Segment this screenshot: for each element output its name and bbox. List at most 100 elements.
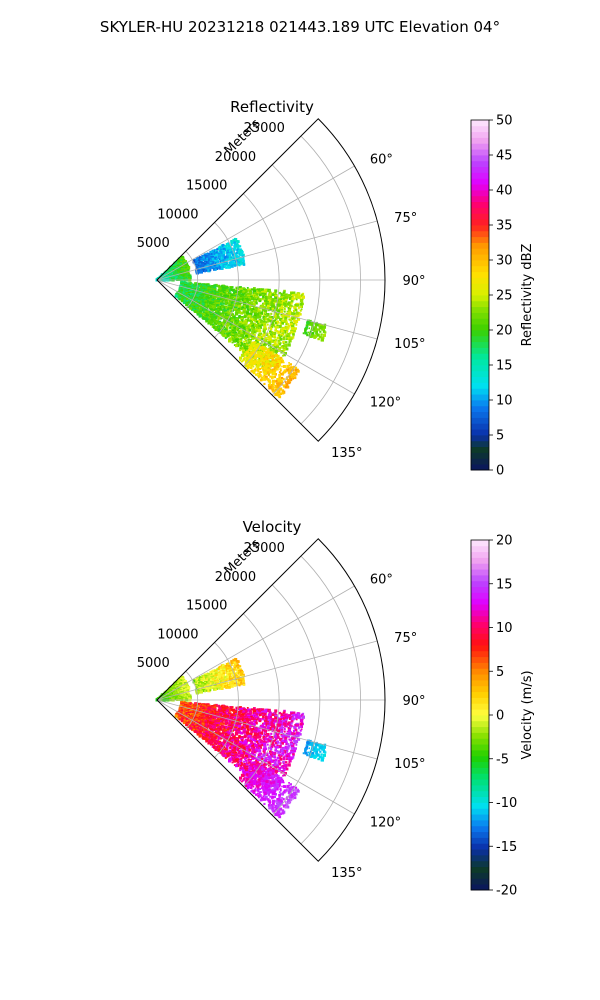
colorbar-segment	[471, 120, 489, 127]
gate-2	[250, 297, 255, 301]
gate-2	[270, 334, 274, 337]
gate-3	[269, 375, 272, 378]
gate-2	[284, 344, 288, 347]
gate-3	[283, 361, 285, 364]
gate-3	[282, 378, 285, 381]
colorbar-segment	[471, 347, 489, 354]
gate-2	[279, 300, 283, 304]
gate-2	[254, 323, 258, 328]
gate-2	[286, 326, 290, 330]
gate-2	[270, 291, 272, 294]
gate-2	[237, 332, 241, 335]
gate-2	[246, 287, 249, 289]
gate-2	[202, 309, 205, 312]
gate-2	[291, 712, 294, 715]
gate-4	[310, 329, 313, 332]
gate-2	[282, 711, 286, 715]
gate-2	[203, 288, 206, 291]
gate-0	[189, 694, 192, 697]
gate-2	[288, 336, 292, 340]
gate-1	[235, 245, 238, 248]
gate-2	[223, 307, 226, 310]
gate-3	[274, 353, 278, 357]
gate-0	[183, 278, 187, 281]
gate-2	[300, 308, 303, 311]
gate-2	[288, 341, 291, 344]
gate-2	[214, 327, 218, 331]
gate-2	[275, 308, 278, 311]
gate-2	[209, 286, 212, 289]
gate-3	[277, 359, 281, 364]
gate-1	[204, 676, 208, 679]
colorbar-tick-label: 25	[496, 289, 513, 304]
gate-2	[290, 323, 293, 326]
gate-2	[219, 300, 223, 303]
gate-1	[220, 248, 223, 251]
gate-3	[279, 381, 282, 384]
gate-3	[263, 349, 266, 353]
gate-2	[187, 288, 190, 291]
gate-1	[238, 670, 240, 672]
gate-2	[225, 294, 229, 298]
gate-4	[319, 330, 322, 333]
gate-1	[225, 686, 228, 689]
gate-3	[281, 376, 284, 379]
gate-2	[205, 283, 208, 287]
gate-2	[258, 356, 262, 361]
gate-2	[190, 297, 194, 301]
gate-1	[199, 267, 203, 271]
gate-1	[202, 258, 205, 261]
gate-3	[270, 384, 274, 387]
gate-2	[205, 295, 208, 298]
gate-3	[281, 391, 285, 395]
gate-3	[257, 355, 260, 358]
gate-2	[286, 330, 288, 333]
colorbar-segment	[471, 405, 489, 413]
gate-3	[253, 344, 256, 348]
colorbar-segment	[471, 265, 489, 273]
gate-2	[264, 296, 268, 300]
gate-1	[223, 664, 226, 667]
gate-2	[290, 330, 294, 334]
gate-3	[265, 351, 269, 355]
gate-1	[238, 250, 240, 252]
colorbar-segment	[471, 306, 489, 313]
gate-2	[283, 297, 286, 301]
gate-2	[290, 302, 293, 305]
gate-1	[214, 256, 218, 260]
gate-2	[231, 294, 234, 297]
gate-2	[216, 322, 219, 325]
gate-1	[214, 688, 217, 691]
gate-3	[271, 357, 274, 360]
gate-4	[306, 333, 309, 337]
gate-1	[202, 256, 206, 260]
colorbar-segment	[471, 137, 489, 144]
gate-2	[248, 302, 252, 306]
gate-2	[237, 341, 240, 344]
gate-2	[204, 291, 208, 295]
colorbar-segment	[471, 312, 489, 319]
gate-2	[266, 304, 270, 308]
gate-2	[280, 335, 283, 337]
colorbar-segment	[471, 382, 489, 389]
gate-2	[178, 289, 181, 292]
gate-1	[217, 672, 220, 675]
gate-2	[269, 296, 273, 299]
gate-2	[283, 353, 286, 357]
gate-2	[289, 318, 292, 322]
gate-3	[293, 376, 297, 380]
gate-2	[267, 299, 272, 303]
gate-2	[217, 326, 220, 329]
gate-2	[261, 291, 264, 294]
gate-2	[203, 703, 207, 706]
gate-2	[268, 336, 272, 340]
gate-2	[272, 299, 275, 302]
gate-4	[310, 322, 314, 326]
range-tick-label: 25000	[244, 121, 285, 136]
gate-2	[206, 302, 209, 306]
range-tick-label: 10000	[157, 207, 198, 222]
gate-2	[240, 346, 244, 350]
gate-2	[301, 295, 305, 299]
gate-1	[222, 674, 226, 677]
